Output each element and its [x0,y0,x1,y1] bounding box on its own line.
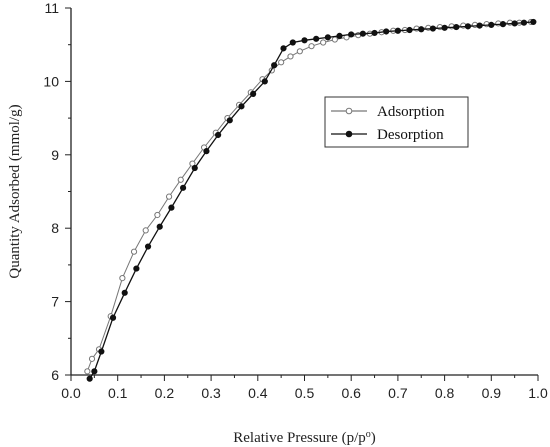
desorption-point [271,62,278,69]
desorption-point [144,243,152,250]
series-layer [84,18,537,382]
adsorption-point [287,53,294,60]
x-tick-label: 0.9 [482,385,502,401]
desorption-point [476,22,483,29]
y-tick-label: 9 [51,147,59,163]
desorption-point [203,148,210,155]
x-tick-label: 0.0 [61,385,81,401]
desorption-point [520,19,528,26]
x-tick-label: 0.8 [435,385,455,401]
legend-adsorption-label: Adsorption [377,104,445,120]
legend-desorption-label: Desorption [377,127,444,143]
desorption-point [238,103,245,110]
y-tick-label: 10 [43,73,59,89]
desorption-point [215,131,222,139]
adsorption-point [119,275,126,282]
adsorption-point [88,355,96,362]
adsorption-point [84,368,91,375]
desorption-point [406,26,413,34]
x-tick-label: 0.5 [295,385,315,401]
desorption-point [530,18,537,26]
desorption-point [168,204,175,211]
adsorption-point [308,43,315,50]
desorption-point [133,265,140,272]
adsorption-point [142,227,149,234]
adsorption-point [154,211,161,219]
adsorption-point [130,248,138,255]
desorption-line [89,21,534,380]
legend: Adsorption Desorption [324,96,469,148]
desorption-point [280,45,287,52]
x-ticks: 0.0 0.1 0.2 0.3 0.4 0.5 0.6 0.7 0.8 0.9 1.0 [61,375,548,401]
x-tick-label: 0.2 [155,385,175,401]
plot-area: 0.0 0.1 0.2 0.3 0.4 0.5 0.6 0.7 0.8 0.9 1.0 6 7 8 9 10… [43,0,548,401]
x-tick-label: 0.4 [248,385,268,401]
desorption-point [91,368,98,375]
y-axis-title: Quantity Adsorbed (mmol/g) [7,104,23,278]
x-axis-title-end: ) [371,430,376,446]
legend-adsorption-marker [345,107,353,115]
desorption-point [488,21,495,28]
desorption-point [371,29,378,37]
adsorption-point [177,176,184,183]
desorption-point [86,375,93,382]
desorption-point [121,289,128,296]
desorption-point [226,117,233,124]
desorption-point [499,21,507,28]
desorption-point [383,28,390,35]
desorption-point [261,78,268,85]
legend-box [324,96,469,148]
y-tick-label: 11 [44,0,59,16]
adsorption-point [296,48,303,55]
desorption-point [98,348,105,355]
desorption-point [324,34,331,41]
y-tick-label: 7 [51,294,59,310]
x-tick-label: 1.0 [528,385,548,401]
desorption-point [179,184,187,191]
desorption-point [109,314,117,321]
y-ticks: 6 7 8 9 10 11 [43,0,71,383]
y-tick-label: 8 [51,220,59,236]
y-tick-label: 6 [51,367,59,383]
adsorption-point [165,193,173,200]
desorption-point [289,39,296,46]
desorption-point [250,90,257,97]
legend-items: Adsorption Desorption [331,104,445,143]
x-tick-label: 0.3 [201,385,221,401]
adsorption-point [320,39,327,46]
x-axis-title-superscript: o [366,429,371,440]
adsorption-point [331,36,338,43]
desorption-point [336,32,343,39]
desorption-point [313,35,320,42]
legend-desorption-marker [345,130,353,138]
x-tick-label: 0.1 [108,385,128,401]
desorption-point [394,27,401,34]
desorption-point [156,223,163,230]
adsorption-line [86,21,532,372]
desorption-point [418,26,425,33]
desorption-point [429,25,437,32]
desorption-point [441,24,448,31]
desorption-point [301,37,308,44]
desorption-point [348,31,355,38]
desorption-point [359,30,366,37]
adsorption-point [278,59,285,66]
desorption-point [511,20,518,27]
desorption-point [464,23,472,30]
x-tick-label: 0.7 [388,385,408,401]
x-axis-title-text: Relative Pressure (p/p [233,430,365,446]
desorption-point [191,164,198,172]
desorption-point [453,23,460,31]
x-axis-title: Relative Pressure (p/po) [233,429,375,447]
x-tick-label: 0.6 [341,385,361,401]
